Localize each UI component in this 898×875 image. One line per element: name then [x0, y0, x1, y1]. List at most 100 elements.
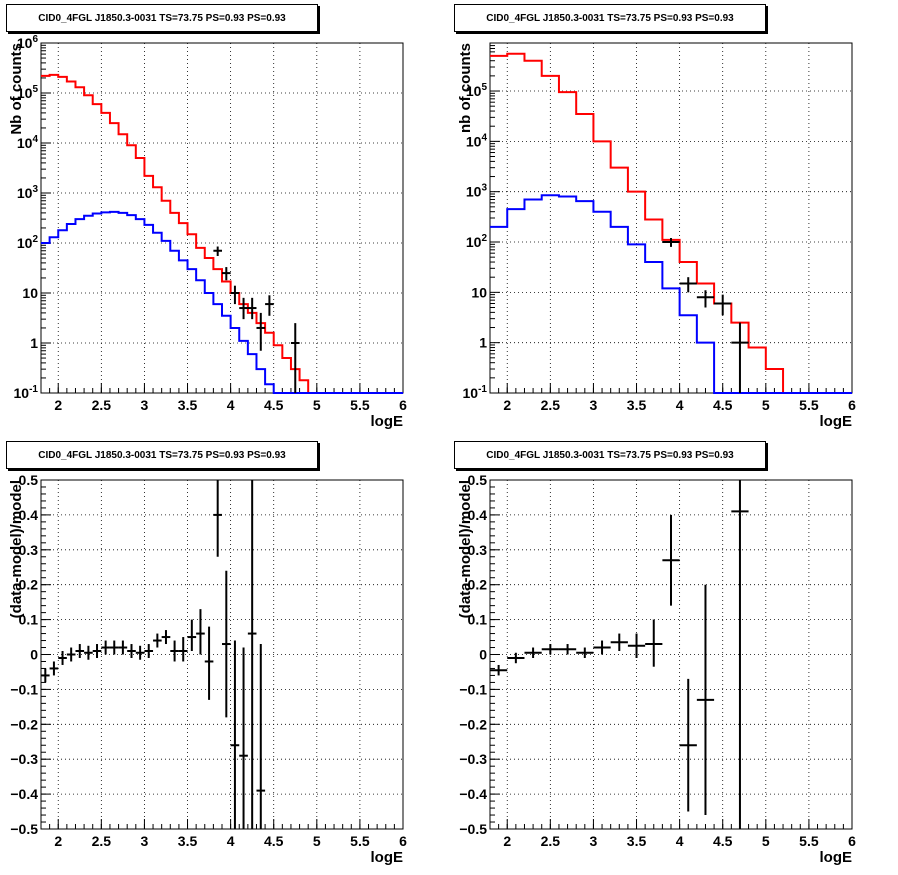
y-axis-label: (data-model)/model [457, 480, 474, 618]
data-point [196, 609, 205, 655]
y-tick-label: 0.2 [468, 577, 488, 593]
y-tick-label: 10-1 [463, 384, 488, 401]
data-point [75, 644, 85, 658]
data-point [204, 626, 214, 700]
data-point [230, 285, 240, 305]
data-point [170, 640, 179, 662]
data-point [290, 323, 300, 393]
x-tick-label: 6 [399, 397, 407, 413]
y-tick-label: 0 [479, 647, 487, 663]
x-tick-label: 4 [227, 833, 235, 849]
counts-chart-right: 2 2.5 3 3.5 4 4.5 5 5.5 610-1110102103104105logE… [457, 42, 856, 430]
x-tick-label: 4 [227, 397, 235, 413]
y-tick-label: 0.1 [468, 612, 488, 628]
y-tick-label: 0.4 [19, 507, 39, 523]
x-tick-label: 2.5 [541, 397, 561, 413]
y-tick-label: 104 [17, 134, 39, 151]
y-tick-label: −0.3 [10, 751, 38, 767]
x-tick-label: 3.5 [627, 833, 647, 849]
x-tick-label: 2 [503, 833, 511, 849]
x-tick-label: 2 [503, 397, 511, 413]
x-tick-label: 5.5 [799, 833, 819, 849]
chart-title-top-left: CID0_4FGL J1850.3-0031 TS=73.75 PS=0.93 … [6, 4, 318, 32]
x-tick-label: 3.5 [178, 397, 198, 413]
y-tick-label: 0 [30, 647, 38, 663]
data-point [49, 661, 59, 676]
x-tick-label: 3 [141, 833, 149, 849]
y-tick-label: 0.1 [19, 612, 39, 628]
x-tick-label: 2.5 [92, 397, 112, 413]
x-tick-label: 5.5 [350, 397, 370, 413]
counts-chart-left: 2 2.5 3 3.5 4 4.5 5 5.5 610-1110102103104105106l… [8, 34, 407, 430]
data-point [178, 637, 188, 662]
data-point [541, 644, 559, 655]
y-tick-label: 102 [17, 234, 39, 251]
x-tick-label: 5 [313, 833, 321, 849]
y-tick-label: −0.5 [10, 821, 38, 837]
data-point [66, 647, 76, 662]
data-point [662, 514, 680, 606]
x-tick-label: 4.5 [713, 833, 733, 849]
x-tick-label: 3.5 [627, 397, 647, 413]
y-tick-label: −0.4 [10, 786, 38, 802]
y-tick-label: 10 [471, 284, 487, 300]
data-point [153, 633, 162, 648]
data-point [714, 294, 732, 316]
x-tick-label: 2 [54, 397, 62, 413]
data-point [645, 619, 663, 667]
x-tick-label: 3 [141, 397, 149, 413]
data-point [524, 647, 542, 658]
data-point [662, 238, 680, 247]
data-point [213, 480, 222, 557]
y-tick-label: −0.1 [459, 681, 487, 697]
data-point [135, 645, 145, 660]
residual-chart-right: 2 2.5 3 3.5 4 4.5 5 5.5 6 −0.5 −0.4 −0.3 −0.2 −0.1 0 0.… [457, 472, 856, 866]
data-point [507, 652, 525, 664]
data-point [256, 644, 266, 829]
y-tick-label: 0.2 [19, 577, 39, 593]
y-tick-label: −0.1 [10, 681, 38, 697]
y-tick-label: 0.5 [19, 472, 39, 488]
data-point [187, 619, 197, 652]
model-step-line [41, 73, 403, 394]
data-point [109, 640, 119, 655]
x-tick-label: 4.5 [264, 833, 284, 849]
x-tick-label: 5 [762, 833, 770, 849]
y-tick-label: 103 [466, 183, 488, 200]
y-tick-label: −0.4 [459, 786, 487, 802]
data-point [92, 644, 102, 658]
y-tick-label: 104 [466, 132, 488, 149]
y-tick-label: 102 [466, 233, 488, 250]
data-point [118, 640, 128, 655]
data-point [222, 267, 231, 281]
data-point [161, 630, 171, 645]
data-point [230, 640, 240, 829]
data-point [247, 480, 257, 829]
y-tick-label: −0.3 [459, 751, 487, 767]
data-point [41, 668, 50, 683]
y-tick-label: 103 [17, 184, 39, 201]
x-tick-label: 6 [848, 397, 856, 413]
model-step-line [490, 194, 852, 394]
data-point [679, 277, 697, 293]
y-tick-label: 0.3 [19, 542, 39, 558]
data-point [696, 584, 715, 816]
x-tick-label: 6 [399, 833, 407, 849]
x-tick-label: 4 [676, 833, 684, 849]
data-point [239, 297, 248, 320]
data-point [265, 295, 274, 316]
model-step-line [41, 210, 403, 394]
x-tick-label: 2.5 [92, 833, 112, 849]
model-step-line [490, 52, 852, 394]
data-point [58, 651, 67, 665]
data-point [558, 644, 577, 655]
x-tick-label: 6 [848, 833, 856, 849]
data-point [731, 480, 749, 829]
x-axis-label: logE [371, 849, 404, 866]
chart-title-bottom-right: CID0_4FGL J1850.3-0031 TS=73.75 PS=0.93 … [454, 441, 766, 469]
chart-title-bottom-left: CID0_4FGL J1850.3-0031 TS=73.75 PS=0.93 … [6, 441, 318, 469]
plot-frame [489, 42, 853, 394]
data-point [127, 644, 136, 658]
data-point [144, 644, 154, 658]
y-tick-label: −0.5 [459, 821, 487, 837]
